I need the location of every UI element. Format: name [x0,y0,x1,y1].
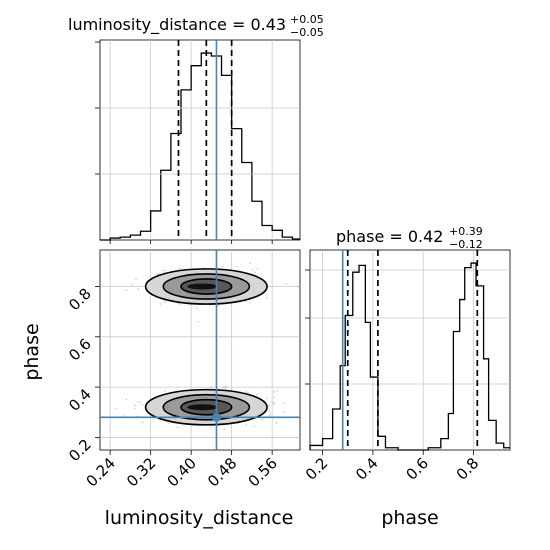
phase-histogram-step [309,262,510,451]
sample-point [272,401,275,404]
sample-point [268,405,271,407]
luminosity-distance-title-lower: −0.05 [290,26,324,39]
x-tick-label-luminosity-distance: 0.40 [164,454,200,490]
truth-marker [211,412,221,422]
luminosity-distance-title-upper: +0.05 [290,13,324,26]
sample-point [130,283,133,286]
sample-point [273,402,276,405]
y-tick-label-phase: 0.2 [65,436,95,466]
x-axis-label-luminosity-distance: luminosity_distance [105,507,294,529]
sample-point [141,403,144,406]
sample-point [285,283,288,285]
sample-point [275,421,278,424]
sample-point [163,389,166,392]
sample-point [261,418,263,421]
sample-point [209,426,212,429]
y-tick-label-phase: 0.8 [65,285,95,315]
sample-point [223,428,226,431]
joint-density-panel [99,249,301,451]
x-tick-label-luminosity-distance: 0.24 [83,454,119,490]
sample-point [156,273,159,276]
x-tick-label-luminosity-distance: 0.56 [245,454,281,490]
sample-point [224,387,227,389]
sample-point [137,287,140,290]
x-axis-label-phase: phase [381,507,438,529]
sample-point [114,407,117,410]
sample-point [254,271,257,274]
sample-point [247,391,249,394]
sample-point [133,407,136,410]
luminosity-distance-histogram-panel [99,39,301,241]
x-tick-label-luminosity-distance: 0.32 [123,454,159,490]
sample-point [276,389,279,392]
sample-point [141,421,144,424]
sample-point [137,401,140,403]
sample-point [221,265,223,268]
panel-frame [99,39,301,241]
sample-point [225,385,228,388]
sample-point [245,424,248,426]
sample-point [197,320,200,323]
sample-point [176,426,179,429]
sample-point [255,393,258,396]
sample-point [163,301,166,304]
sample-point [268,409,271,412]
sample-point [256,267,259,270]
sample-point [161,269,164,272]
density-peak-mode-2 [187,404,218,411]
sample-point [222,386,225,389]
x-tick-label-phase: 0.8 [453,454,483,484]
sample-point [178,303,181,306]
sample-point [245,391,247,393]
sample-point [249,301,251,304]
phase-histogram-panel [309,249,511,451]
sample-point [125,398,128,401]
phase-title-lower: −0.12 [449,238,483,251]
luminosity-distance-histogram-step [100,52,300,241]
sample-point [125,289,128,292]
sample-point [134,404,136,407]
sample-point [217,304,220,307]
sample-point [135,277,137,280]
sample-point [139,401,142,403]
y-axis-label-phase: phase [21,323,43,380]
sample-point [157,272,159,275]
sample-point [266,296,268,299]
sample-point [210,386,212,389]
sample-point [253,425,256,428]
sample-point [248,262,251,265]
sample-point [164,269,167,272]
panel-frame [309,249,511,451]
x-tick-label-phase: 0.6 [402,454,432,484]
sample-point [235,265,238,268]
sample-point [195,307,198,309]
sample-point [273,397,276,399]
sample-point [123,414,126,417]
x-tick-label-luminosity-distance: 0.48 [204,454,240,490]
sample-point [283,411,286,413]
sample-point [159,272,161,275]
sample-point [297,285,300,288]
y-tick-label-phase: 0.6 [65,335,95,365]
sample-point [283,402,285,405]
sample-point [269,414,271,417]
phase-title: phase = 0.42 [336,227,443,246]
sample-point [167,422,170,425]
sample-point [273,390,276,393]
sample-point [269,411,271,414]
luminosity-distance-title: luminosity_distance = 0.43 [68,15,286,35]
sample-point [159,303,162,305]
sample-point [251,269,254,272]
phase-title-upper: +0.39 [449,225,483,238]
x-tick-label-phase: 0.4 [352,454,382,484]
sample-point [163,300,166,302]
sample-point [266,397,268,400]
y-tick-label-phase: 0.4 [65,385,95,415]
sample-point [178,267,181,270]
x-tick-label-phase: 0.2 [302,454,332,484]
density-peak-mode-1 [187,283,218,290]
